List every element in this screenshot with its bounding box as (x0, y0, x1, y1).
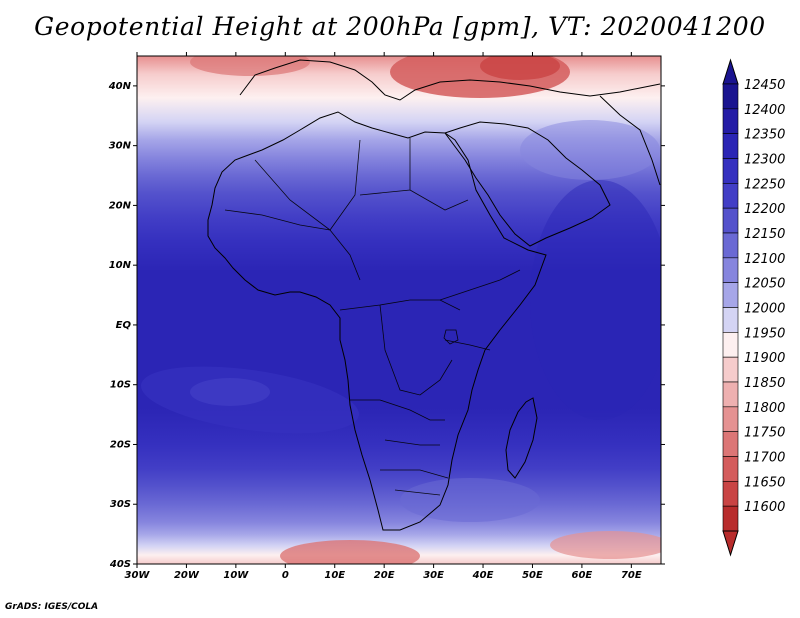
lon-tick-label: 50E (522, 570, 543, 581)
colorbar-label: 12400 (744, 103, 785, 118)
lon-tick-label: 10W (223, 570, 249, 581)
height-field (137, 56, 661, 564)
colorbar-swatch (722, 108, 739, 134)
border-east-africa (439, 269, 521, 351)
colorbar-label: 12100 (744, 252, 785, 267)
colorbar: 12450 12400 12350 12300 12250 12200 12150 12100… (722, 58, 785, 557)
colorbar-swatch (722, 456, 739, 482)
colorbar-swatch (722, 332, 739, 358)
low-height-southeast (550, 531, 661, 559)
colorbar-label: 12150 (744, 227, 785, 242)
colorbar-swatch (722, 356, 739, 383)
colorbar-label: 11900 (744, 351, 785, 366)
colorbar-swatch (722, 232, 739, 259)
europe-coastline (239, 59, 661, 101)
lat-tick-label: 30N (109, 141, 132, 152)
colorbar-swatch (722, 83, 739, 110)
colorbar-swatch (722, 183, 739, 209)
trough-core-south-atlantic (190, 378, 270, 406)
colorbar-swatch (722, 133, 739, 159)
colorbar-label: 11800 (744, 401, 785, 416)
lat-tick-label: 20N (109, 200, 132, 211)
low-height-center-north (480, 56, 560, 80)
lake-victoria-outline (443, 329, 459, 345)
colorbar-label: 11950 (744, 326, 785, 341)
trough-southeast (400, 478, 540, 522)
border-central-africa (339, 299, 461, 396)
colorbar-label: 11650 (744, 475, 785, 490)
madagascar-coastline (505, 397, 538, 479)
lat-tick-label: EQ (116, 320, 132, 331)
lon-tick-label: 30E (423, 570, 444, 581)
lon-tick-label: 60E (572, 570, 593, 581)
lat-tick-label: 40S (109, 559, 131, 570)
colorbar-label: 12300 (744, 153, 785, 168)
low-height-west-north (190, 56, 310, 76)
lon-tick-label: 10E (324, 570, 345, 581)
colorbar-swatch (722, 282, 739, 308)
colorbar-bottom-arrow (722, 530, 739, 557)
colorbar-swatch (722, 505, 739, 532)
lat-tick-label: 10N (109, 260, 132, 271)
coastlines (207, 59, 661, 531)
grads-credit: GrADS: IGES/COLA (5, 602, 99, 612)
arabia-coastline (444, 121, 611, 247)
lon-tick-label: 30W (125, 570, 151, 581)
colorbar-label: 12000 (744, 302, 785, 317)
colorbar-label: 11850 (744, 376, 785, 391)
border-west-africa (224, 209, 361, 281)
colorbar-top-arrow (722, 58, 739, 85)
colorbar-swatch (722, 406, 739, 432)
colorbar-swatch (722, 257, 739, 283)
lat-tick-label: 40N (108, 81, 132, 92)
low-height-south (280, 540, 420, 564)
south-asia-coastline (599, 95, 661, 186)
africa-coastline (207, 111, 547, 531)
lat-tick-label: 30S (110, 499, 131, 510)
colorbar-label: 12050 (744, 277, 785, 292)
lon-tick-label: 70E (621, 570, 642, 581)
lon-tick-label: 40E (472, 570, 494, 581)
arabia-field (520, 120, 660, 180)
colorbar-label: 12350 (744, 128, 785, 143)
lon-tick-label: 20W (174, 570, 200, 581)
colorbar-label: 11700 (744, 451, 785, 466)
map-title: Geopotential Height at 200hPa [gpm], VT:… (34, 12, 766, 41)
colorbar-swatch (722, 158, 739, 184)
colorbar-label: 11750 (744, 426, 785, 441)
colorbar-swatch (722, 431, 739, 457)
lon-tick-label: 0 (282, 570, 289, 581)
lat-tick-label: 20S (110, 439, 131, 450)
colorbar-swatch (722, 307, 739, 333)
border-southern-africa (350, 399, 449, 496)
colorbar-label: 12250 (744, 177, 785, 192)
lat-tick-label: 10S (110, 380, 131, 391)
latitude-axis: 40N 30N 20N 10N EQ 10S 20S 30S 40S (108, 81, 665, 570)
colorbar-swatch (722, 381, 739, 408)
colorbar-label: 11600 (744, 500, 785, 515)
colorbar-label: 12450 (744, 78, 785, 93)
colorbar-label: 12200 (744, 202, 785, 217)
colorbar-swatch (722, 207, 739, 234)
political-borders (224, 138, 521, 496)
ridge-indian-ocean (530, 180, 661, 420)
map-frame (136, 55, 662, 565)
lon-tick-label: 20E (374, 570, 395, 581)
longitude-axis: 30W 20W 10W 0 10E 20E 30E 40E 50E 60E 70E (125, 52, 642, 581)
colorbar-swatch (722, 481, 739, 507)
